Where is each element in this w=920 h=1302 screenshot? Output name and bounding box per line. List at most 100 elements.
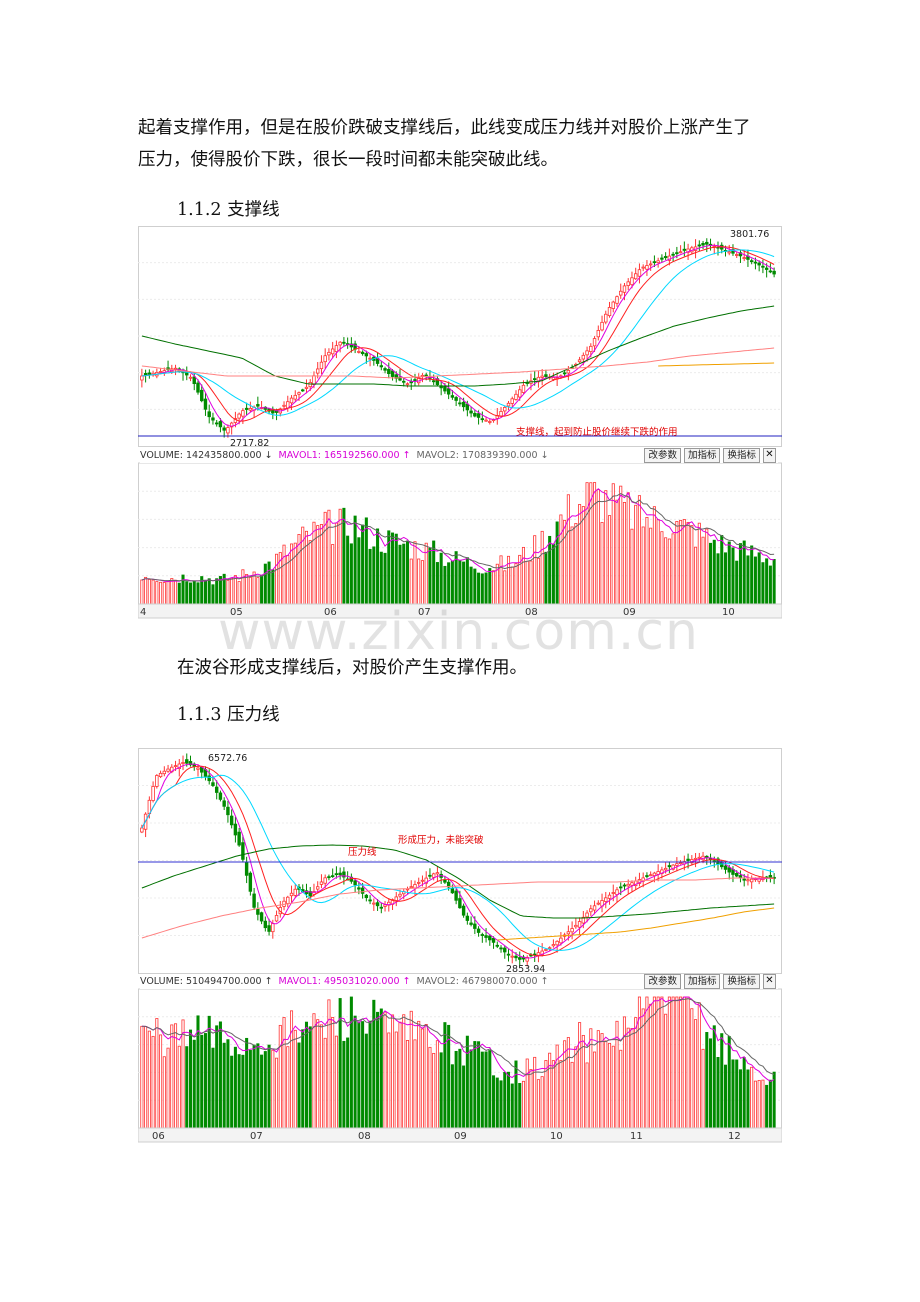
volume-bar	[409, 1010, 413, 1129]
candle-body	[581, 354, 586, 360]
candle-body	[417, 881, 421, 884]
volume-bar	[480, 1051, 484, 1129]
candle-body	[315, 886, 320, 890]
volume-bar	[671, 533, 675, 605]
candle-body	[551, 944, 556, 947]
volume-bar	[331, 1017, 335, 1129]
candle-body	[495, 944, 499, 947]
chart2-low-label: 2853.94	[506, 964, 546, 975]
candle-body	[615, 296, 619, 304]
candle-body	[181, 762, 185, 764]
ma120-line	[141, 347, 775, 379]
candle-body	[544, 374, 548, 377]
volume-bar	[604, 1040, 608, 1129]
volume-bar	[705, 1032, 709, 1129]
candle-body	[589, 908, 593, 913]
candle-body	[626, 281, 630, 286]
candle-body	[622, 884, 627, 887]
candle-body	[259, 912, 264, 922]
volume-bar	[174, 1023, 178, 1129]
volume-bar	[578, 1022, 582, 1129]
volume-bar	[424, 1024, 428, 1129]
switch-indicator-button[interactable]: 换指标	[723, 974, 760, 989]
chart1-mavol1-label: MAVOL1: 165192560.000	[278, 450, 400, 461]
volume-bar	[159, 581, 163, 605]
candle-body	[334, 345, 339, 353]
candle-body	[383, 368, 387, 371]
candle-body	[405, 383, 410, 386]
volume-bar	[312, 1013, 316, 1129]
chart2-mavol1-label: MAVOL1: 495031020.000	[278, 976, 400, 987]
volume-bar	[420, 1028, 424, 1129]
candle-body	[577, 921, 582, 928]
volume-bar	[473, 568, 477, 605]
volume-bar	[282, 1017, 286, 1129]
volume-bar	[649, 1003, 653, 1129]
volume-bar	[641, 526, 645, 605]
switch-indicator-button[interactable]: 换指标	[723, 448, 760, 463]
candle-body	[147, 372, 152, 375]
month-label: 10	[722, 607, 735, 618]
volume-bar	[477, 1041, 481, 1129]
candle-body	[375, 902, 380, 907]
candle-body	[256, 404, 260, 407]
candle-body	[727, 251, 731, 254]
month-label: 12	[728, 1131, 741, 1142]
volume-bar	[469, 566, 473, 605]
candle-body	[211, 417, 215, 421]
candle-body	[218, 421, 223, 428]
close-icon[interactable]: ✕	[763, 974, 776, 989]
volume-bar	[387, 1032, 391, 1129]
volume-bar	[170, 578, 174, 605]
month-label: 10	[550, 1131, 563, 1142]
volume-bar	[753, 1080, 757, 1129]
volume-bar	[391, 532, 395, 605]
candle-body	[686, 858, 690, 861]
volume-bar	[630, 528, 634, 605]
candle-body	[648, 263, 653, 266]
volume-bar	[716, 553, 720, 605]
candle-body	[577, 359, 582, 363]
volume-bar	[222, 1042, 226, 1129]
candle-body	[465, 403, 470, 411]
candle-body	[611, 301, 615, 309]
candle-body	[446, 881, 451, 888]
candle-body	[510, 955, 514, 958]
close-icon[interactable]: ✕	[763, 448, 776, 463]
candle-body	[289, 397, 294, 404]
candle-body	[484, 935, 488, 938]
candle-body	[252, 893, 256, 908]
volume-bar	[761, 562, 765, 605]
volume-bar	[765, 1084, 769, 1129]
volume-bar	[727, 1036, 731, 1129]
volume-bar	[248, 1050, 252, 1129]
candle-body	[222, 427, 226, 431]
candle-body	[446, 388, 451, 395]
add-indicator-button[interactable]: 加指标	[683, 974, 721, 989]
volume-bar	[738, 1069, 742, 1129]
candle-body	[469, 410, 473, 414]
candle-body	[749, 260, 754, 263]
volume-bar	[192, 581, 196, 605]
volume-bar	[289, 543, 294, 605]
month-label: 11	[630, 1131, 643, 1142]
volume-bar	[458, 559, 462, 605]
volume-bar	[607, 1042, 612, 1129]
modify-params-button[interactable]: 改参数	[644, 448, 681, 463]
volume-bar	[637, 996, 641, 1129]
candle-body	[323, 877, 327, 884]
candle-body	[428, 874, 432, 877]
volume-bar	[675, 521, 679, 605]
modify-params-button[interactable]: 改参数	[644, 974, 681, 989]
volume-bar	[379, 551, 383, 605]
paragraph-line: 压力，使得股价下跌，很长一段时间都未能突破此线。	[138, 150, 558, 170]
candle-body	[211, 782, 215, 786]
volume-bar	[346, 1037, 350, 1129]
candle-body	[308, 382, 312, 388]
add-indicator-button[interactable]: 加指标	[683, 448, 721, 463]
volume-bar	[293, 1029, 297, 1129]
volume-bar	[286, 1046, 290, 1129]
candle-body	[461, 401, 466, 408]
volume-bar	[746, 555, 750, 605]
candle-body	[491, 937, 496, 943]
